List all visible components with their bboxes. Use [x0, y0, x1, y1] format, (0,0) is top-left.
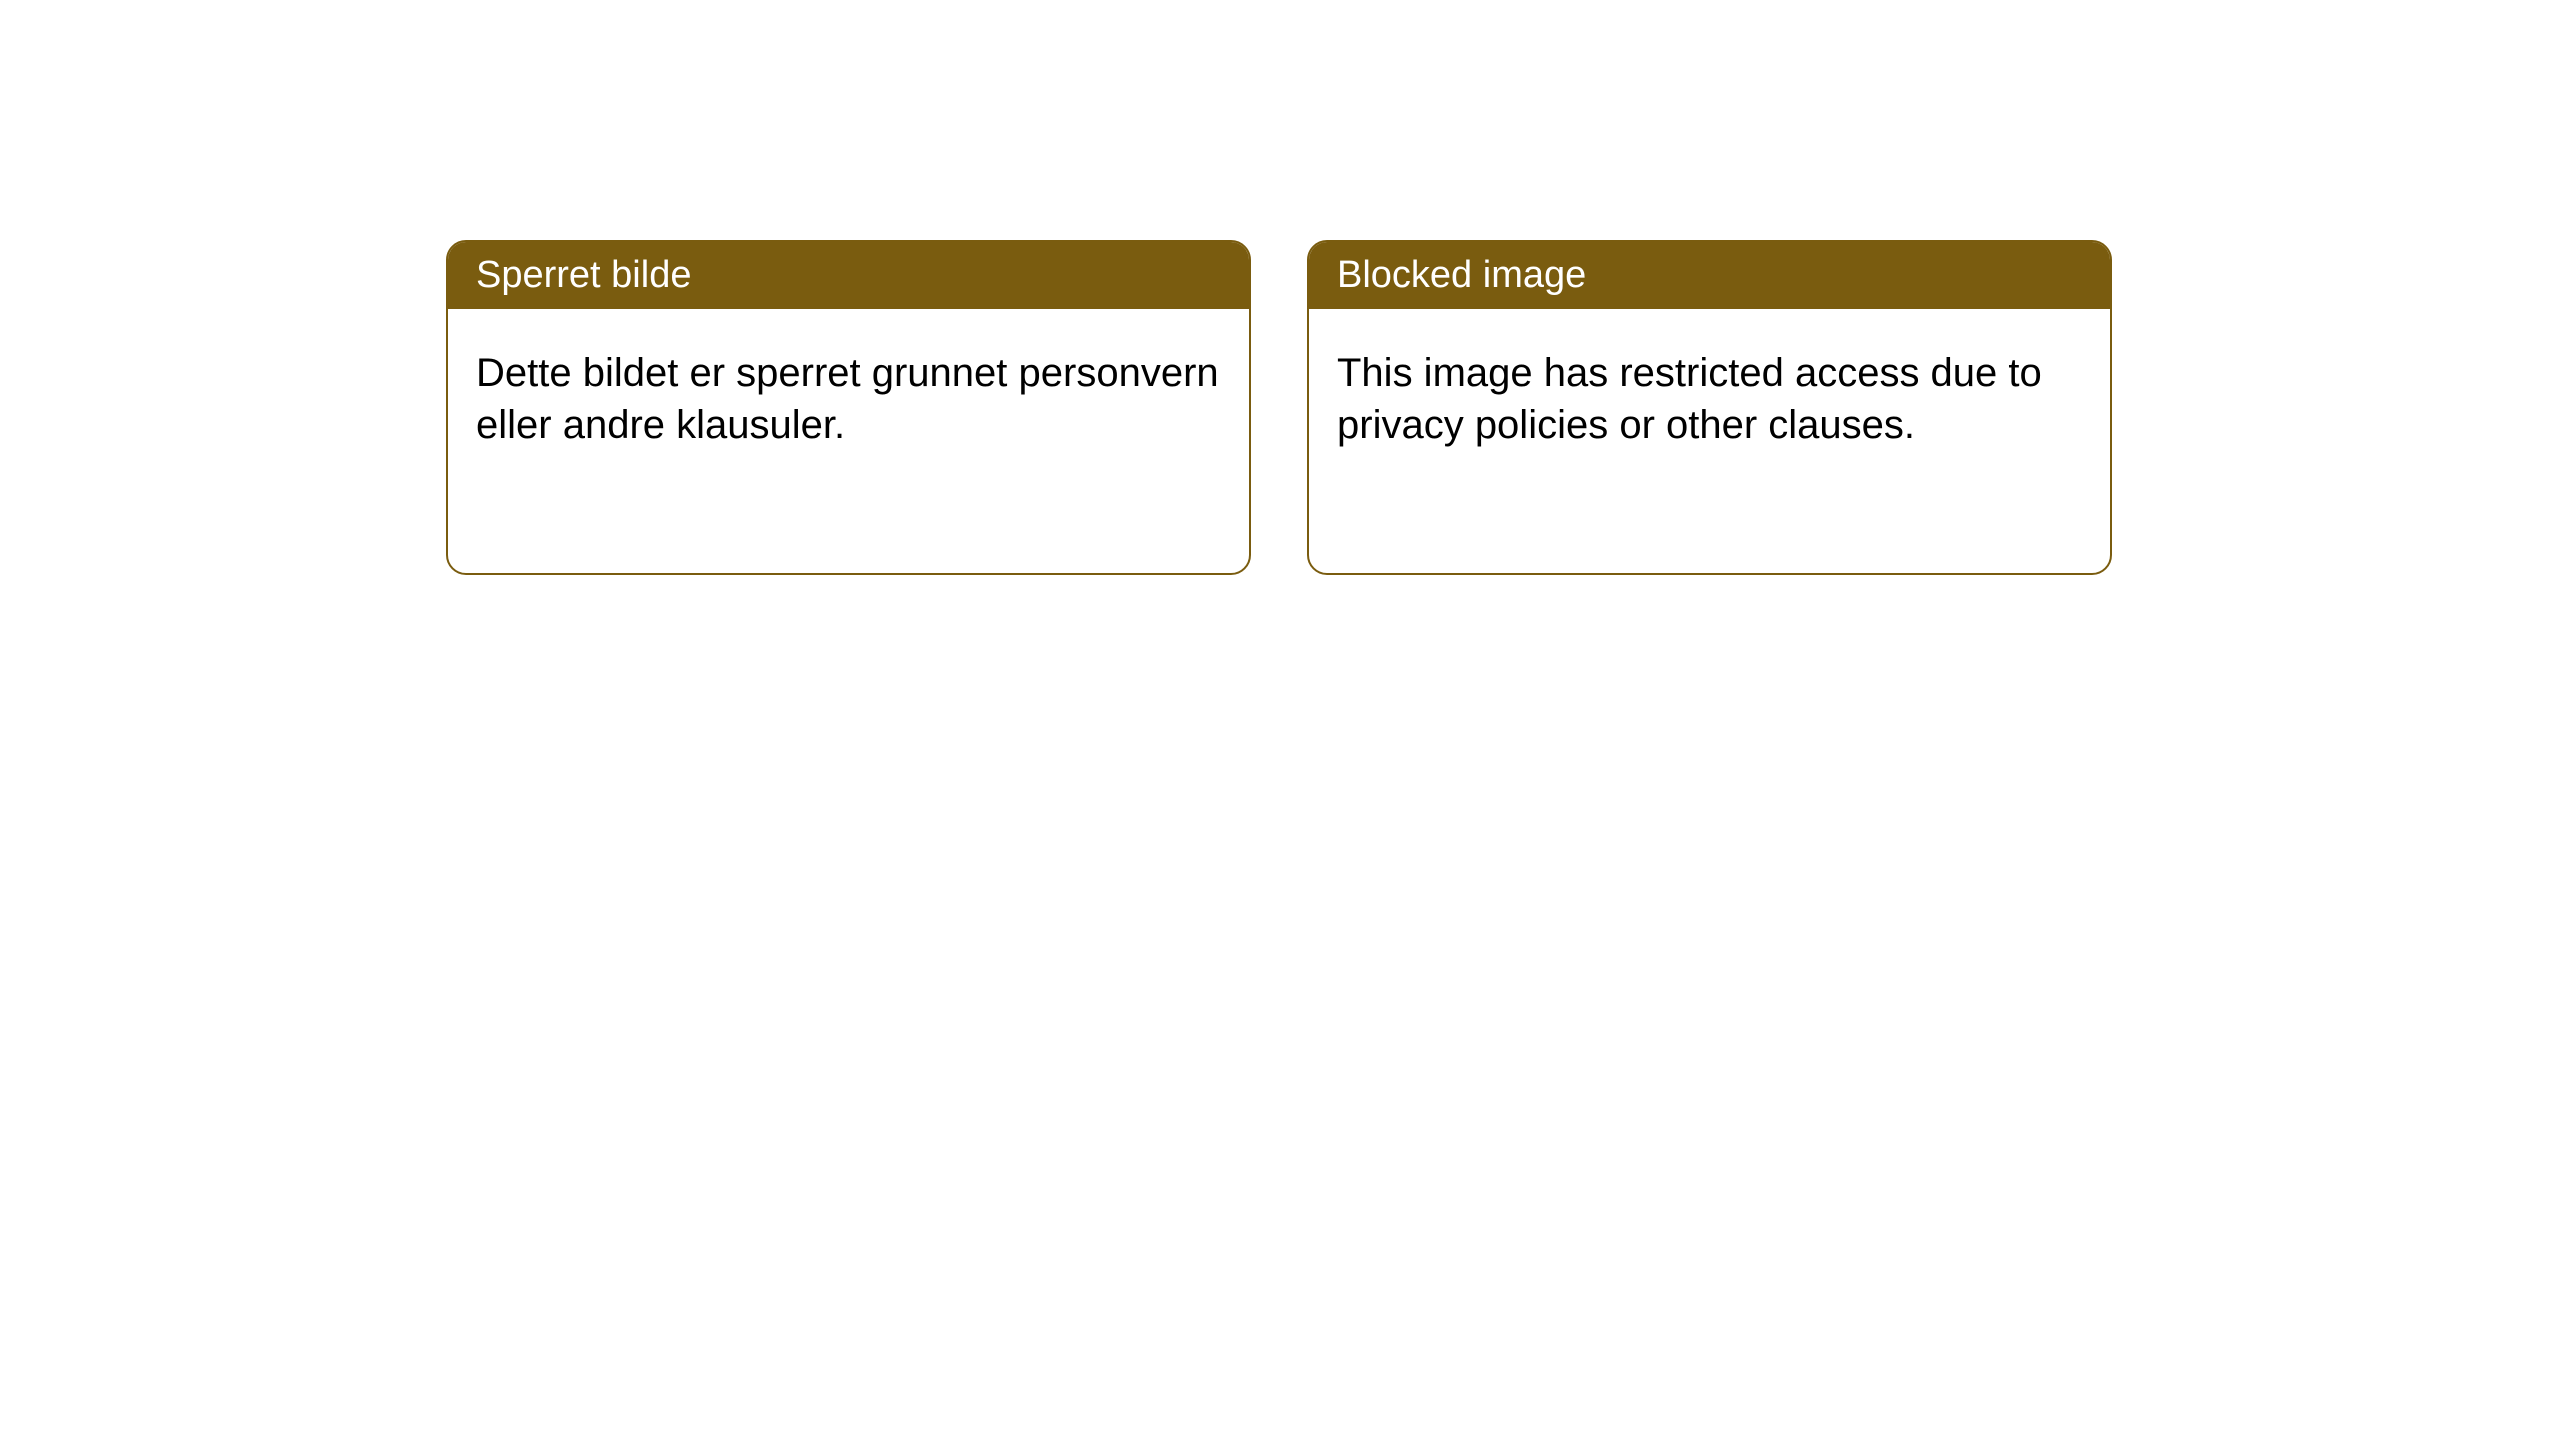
blocked-image-card-norwegian: Sperret bilde Dette bildet er sperret gr… — [446, 240, 1251, 575]
notice-container: Sperret bilde Dette bildet er sperret gr… — [0, 0, 2560, 575]
card-message-norwegian: Dette bildet er sperret grunnet personve… — [476, 351, 1219, 447]
card-title-norwegian: Sperret bilde — [476, 254, 691, 296]
card-header-english: Blocked image — [1309, 242, 2110, 309]
blocked-image-card-english: Blocked image This image has restricted … — [1307, 240, 2112, 575]
card-message-english: This image has restricted access due to … — [1337, 351, 2042, 447]
card-header-norwegian: Sperret bilde — [448, 242, 1249, 309]
card-title-english: Blocked image — [1337, 254, 1586, 296]
card-body-norwegian: Dette bildet er sperret grunnet personve… — [448, 309, 1249, 489]
card-body-english: This image has restricted access due to … — [1309, 309, 2110, 489]
